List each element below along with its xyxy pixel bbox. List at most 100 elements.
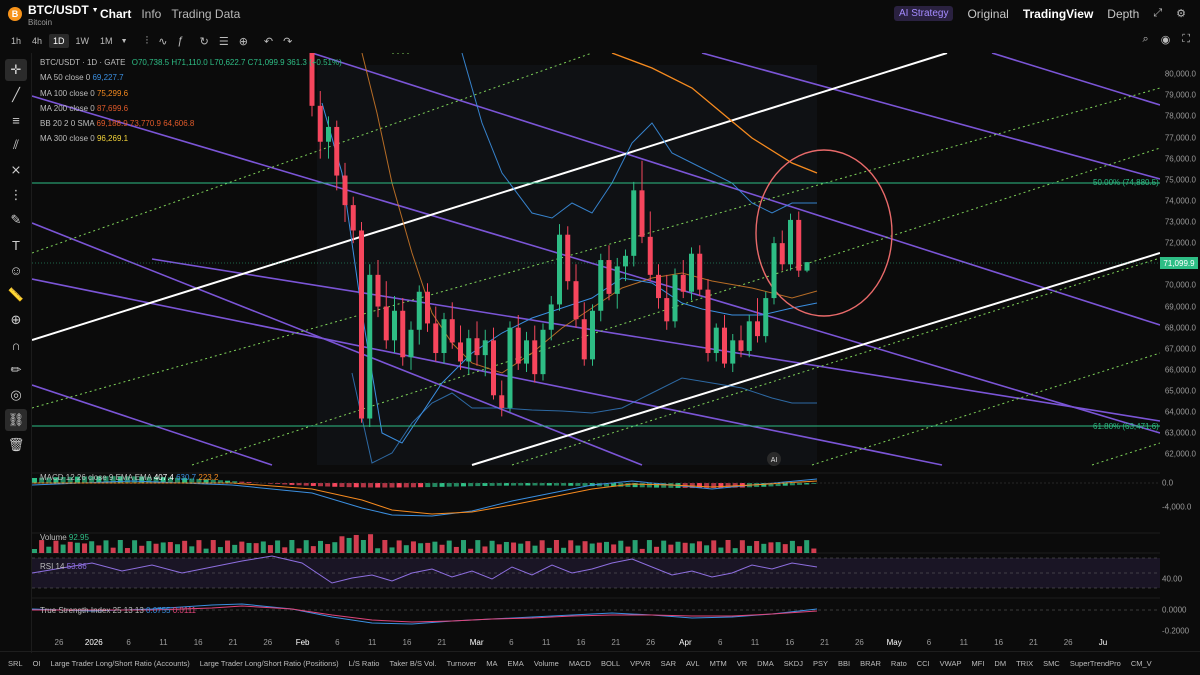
- tab-tradingview[interactable]: TradingView: [1022, 6, 1094, 21]
- volume-legend: Volume 92.95: [40, 533, 89, 542]
- refresh-icon[interactable]: ↻: [199, 35, 209, 48]
- timeframe-1w[interactable]: 1W: [75, 36, 90, 46]
- tab-info[interactable]: Info: [141, 7, 162, 21]
- legend-ma100[interactable]: MA 100 close 0 75,299.6: [40, 89, 128, 98]
- indicator-toggle[interactable]: Turnover: [446, 659, 477, 668]
- candle-body: [755, 321, 760, 337]
- pair-selector[interactable]: BTC/USDT ▼ Bitcoin: [28, 3, 99, 27]
- tab-original[interactable]: Original: [967, 6, 1009, 21]
- indicator-toggle[interactable]: Rato: [890, 659, 907, 668]
- tab-chart[interactable]: Chart: [100, 7, 132, 21]
- legend-ma200[interactable]: MA 200 close 0 87,699.6: [40, 104, 128, 113]
- indicator-toggle[interactable]: Large Trader Long/Short Ratio (Accounts): [50, 659, 190, 668]
- indicator-toggle[interactable]: MTM: [709, 659, 727, 668]
- trend-line-icon[interactable]: ╱: [12, 87, 20, 102]
- macd-histogram-bar: [804, 483, 810, 485]
- horizontal-line-icon[interactable]: ≡: [12, 112, 20, 128]
- indicator-toggle[interactable]: Large Trader Long/Short Ratio (Positions…: [199, 659, 339, 668]
- volume-bar: [568, 540, 574, 553]
- indicator-toggle[interactable]: AVL: [685, 659, 700, 668]
- timeframe-1m[interactable]: 1M: [100, 36, 113, 46]
- add-icon[interactable]: ⊕: [238, 35, 248, 48]
- indicator-toggle[interactable]: Volume: [533, 659, 559, 668]
- link-icon[interactable]: ⛓: [5, 409, 27, 431]
- fullscreen-icon[interactable]: ⛶: [1182, 33, 1190, 45]
- zoom-icon[interactable]: ⊕: [10, 312, 22, 327]
- timeframe-dropdown-icon[interactable]: ▼: [120, 37, 128, 45]
- legend-ma300[interactable]: MA 300 close 0 96,269.1: [40, 134, 128, 143]
- caret-down-icon: ▼: [91, 6, 99, 14]
- timeframe-1h[interactable]: 1h: [11, 36, 22, 46]
- volume-bar: [389, 547, 395, 553]
- candle-body: [466, 338, 472, 362]
- macd-value-1: 407.4: [153, 473, 174, 482]
- trash-icon[interactable]: 🗑: [7, 437, 25, 452]
- indicator-toggle[interactable]: VWAP: [939, 659, 962, 668]
- camera-icon[interactable]: ◉: [1160, 34, 1171, 46]
- indicator-toggle[interactable]: SuperTrendPro: [1069, 659, 1121, 668]
- indicator-toggle[interactable]: CCI: [916, 659, 930, 668]
- layout-icon[interactable]: ☰: [218, 35, 229, 48]
- price-axis[interactable]: 80,000.0 79,000.0 78,000.0 77,000.0 76,000.0…: [1160, 53, 1200, 635]
- indicator-toggle[interactable]: SMC: [1043, 659, 1060, 668]
- indicator-toggle[interactable]: MACD: [568, 659, 591, 668]
- indicator-toggle[interactable]: EMA: [507, 659, 524, 668]
- tab-depth[interactable]: Depth: [1107, 6, 1140, 21]
- legend-ma50[interactable]: MA 50 close 0 69,227.7: [40, 73, 124, 82]
- redo-icon[interactable]: ↷: [283, 35, 293, 48]
- magnet-icon[interactable]: ∩: [11, 337, 21, 353]
- compare-icon[interactable]: ƒ: [177, 35, 184, 47]
- indicator-toggle[interactable]: DMA: [757, 659, 774, 668]
- timeframe-1d[interactable]: 1D: [49, 34, 69, 48]
- undo-icon[interactable]: ↶: [263, 35, 274, 48]
- indicator-toggle[interactable]: TRIX: [1016, 659, 1034, 668]
- indicator-toggle[interactable]: VPVR: [630, 659, 651, 668]
- indicator-toggle[interactable]: SRL: [8, 659, 23, 668]
- chart-area[interactable]: AI: [32, 53, 1160, 635]
- indicator-toggle[interactable]: DM: [994, 659, 1007, 668]
- volume-bar: [353, 534, 359, 553]
- search-icon[interactable]: ⌕: [1142, 33, 1149, 45]
- pattern-icon[interactable]: ⨯: [10, 162, 22, 177]
- candle-type-icon[interactable]: ⫶: [145, 34, 149, 47]
- macd-histogram-bar: [210, 479, 216, 483]
- ai-strategy-button[interactable]: AI Strategy: [893, 6, 954, 21]
- indicator-toggle[interactable]: BRAR: [860, 659, 881, 668]
- text-icon[interactable]: T: [12, 237, 20, 253]
- settings-icon[interactable]: ⚙: [1176, 8, 1186, 20]
- tab-trading-data[interactable]: Trading Data: [171, 7, 241, 21]
- indicator-toggle[interactable]: MFI: [971, 659, 985, 668]
- time-axis[interactable]: 26 2026 6 11 16 21 26 Feb 6 11 16 21 Mar 6 11 16 21 26 Apr…: [32, 636, 1160, 650]
- price-chart[interactable]: AI: [32, 53, 1160, 635]
- lock-draw-icon[interactable]: ✏: [10, 362, 22, 377]
- volume-bar: [732, 548, 738, 553]
- legend-bb[interactable]: BB 20 2 0 SMA 69,188.9 73,770.9 64,606.8: [40, 119, 194, 128]
- ruler-icon[interactable]: 📏: [7, 287, 25, 302]
- volume-bar: [89, 541, 95, 553]
- indicator-toggle[interactable]: PSY: [812, 659, 828, 668]
- volume-bar: [260, 541, 266, 553]
- indicator-toggle[interactable]: OI: [32, 659, 41, 668]
- timeframe-4h[interactable]: 4h: [32, 36, 43, 46]
- rsi-value: 53.86: [66, 562, 87, 571]
- indicators-icon[interactable]: ∿: [158, 35, 168, 48]
- crosshair-icon[interactable]: ✛: [5, 59, 27, 81]
- indicator-toggle[interactable]: SAR: [660, 659, 676, 668]
- price-tick: 62,000.0: [1164, 449, 1196, 459]
- indicator-toggle[interactable]: VR: [736, 659, 748, 668]
- indicator-toggle[interactable]: BBI: [837, 659, 851, 668]
- indicator-toggle[interactable]: L/S Ratio: [348, 659, 380, 668]
- indicator-toggle[interactable]: BOLL: [600, 659, 621, 668]
- channel-icon[interactable]: ⫽: [13, 137, 19, 152]
- volume-bar: [682, 542, 688, 553]
- indicator-toggle[interactable]: Taker B/S Vol.: [389, 659, 437, 668]
- indicator-toggle[interactable]: SKDJ: [783, 659, 803, 668]
- fib-icon[interactable]: ⋮: [9, 187, 23, 202]
- emoji-icon[interactable]: ☺: [9, 262, 23, 278]
- price-tick: 64,000.0: [1164, 407, 1196, 417]
- brush-icon[interactable]: ✎: [10, 212, 22, 227]
- expand-icon[interactable]: ⤢: [1153, 7, 1163, 19]
- indicator-toggle[interactable]: MA: [486, 659, 498, 668]
- indicator-toggle[interactable]: CM_V: [1130, 659, 1152, 668]
- visibility-icon[interactable]: ◎: [10, 387, 22, 402]
